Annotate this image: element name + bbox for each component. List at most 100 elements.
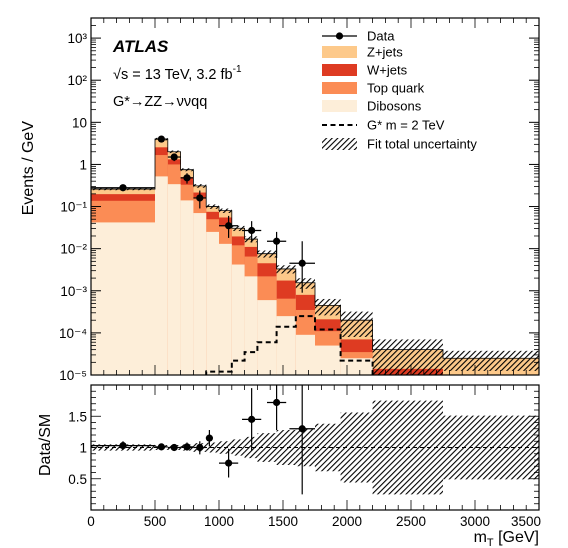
ratio-points xyxy=(91,385,315,495)
uncertainty-bin-11 xyxy=(295,278,315,289)
ratio-y-tick-label: 1 xyxy=(79,441,87,456)
legend-top: Top quark xyxy=(322,81,425,96)
ratio-point-4 xyxy=(196,443,204,452)
bar-dibosons-10 xyxy=(276,316,296,375)
data-point-6 xyxy=(248,226,256,235)
main-y-axis-title: Events / GeV xyxy=(20,121,37,216)
bar-dibosons-2 xyxy=(167,184,181,375)
ratio-x-ticks: 0 500 1000 1500 2000 2500 3000 3500 xyxy=(87,385,541,529)
x-tick-label: 3500 xyxy=(511,514,541,529)
legend-signal: G* m = 2 TeV xyxy=(322,118,445,133)
ratio-unc-bin-8 xyxy=(244,436,258,459)
data-point-2 xyxy=(170,153,178,161)
uncertainty-bin-7 xyxy=(231,225,245,232)
atlas-label: ATLAS xyxy=(112,37,169,56)
legend-signal-label: G* m = 2 TeV xyxy=(367,118,445,133)
x-axis-subscript: T xyxy=(487,537,494,548)
bar-dibosons-9 xyxy=(257,300,277,375)
ratio-point-3 xyxy=(183,443,191,451)
legend-wjets-label: W+jets xyxy=(367,63,408,78)
ratio-y-ticks: 0.5 1 1.5 xyxy=(68,384,539,511)
bar-dibosons-6 xyxy=(219,243,232,375)
data-point-8 xyxy=(298,259,306,267)
ratio-point-9 xyxy=(298,425,306,433)
main-y-ticks: 10⁻⁵ 10⁻⁴ 10⁻³ 10⁻² 10⁻¹ 1 10 10² 10³ xyxy=(59,17,539,383)
x-tick-label: 2500 xyxy=(396,514,426,529)
uncertainty-bin-5 xyxy=(206,204,219,209)
y-tick-label: 10³ xyxy=(67,31,87,46)
uncertainty-bin-15 xyxy=(443,350,539,371)
legend-data-label: Data xyxy=(367,29,395,44)
ratio-point-0 xyxy=(119,442,127,450)
y-tick-label: 10⁻¹ xyxy=(60,200,87,215)
main-panel: 10⁻⁵ 10⁻⁴ 10⁻³ 10⁻² 10⁻¹ 1 10 10² 10³ Events / G… xyxy=(20,17,540,383)
legend-wjets: W+jets xyxy=(322,63,408,78)
legend-data: Data xyxy=(322,29,395,44)
lumi-exponent: -1 xyxy=(233,64,242,75)
data-point-1 xyxy=(157,135,165,143)
ratio-unc-bin-10 xyxy=(276,430,296,465)
x-tick-label: 1500 xyxy=(268,514,298,529)
y-tick-label: 10⁻² xyxy=(60,242,87,257)
main-x-ticks xyxy=(90,18,540,375)
x-axis-title: mT [GeV] xyxy=(474,529,539,548)
y-tick-label: 1 xyxy=(79,157,87,172)
energy-text: √s = 13 TeV, 3.2 fb xyxy=(113,67,233,83)
data-points xyxy=(91,135,315,293)
bar-dibosons-3 xyxy=(180,200,194,375)
ratio-point-1 xyxy=(157,443,165,451)
signal-curve xyxy=(205,315,374,375)
legend-uncertainty: Fit total uncertainty xyxy=(322,137,477,152)
bar-dibosons-13 xyxy=(340,358,373,375)
legend-uncertainty-label: Fit total uncertainty xyxy=(367,137,477,152)
uncertainty-bin-14 xyxy=(372,339,443,375)
x-axis-symbol: m xyxy=(474,529,487,546)
signal-step-line xyxy=(205,315,374,375)
ratio-point-6 xyxy=(225,459,233,467)
x-tick-label: 2000 xyxy=(332,514,362,529)
bar-dibosons-8 xyxy=(244,276,258,375)
uncertainty-bin-12 xyxy=(315,298,341,316)
x-tick-label: 500 xyxy=(144,514,167,529)
bar-dibosons-4 xyxy=(193,213,207,375)
bar-dibosons-12 xyxy=(315,345,341,375)
legend-zjets-label: Z+jets xyxy=(367,45,403,60)
uncertainty-bin-2 xyxy=(167,150,181,154)
ratio-point-7 xyxy=(248,415,256,423)
legend-top-label: Top quark xyxy=(367,81,425,96)
main-frame xyxy=(90,17,540,376)
ratio-y-axis-title: Data/SM xyxy=(37,414,54,476)
process-label: G*→ZZ→ννqq xyxy=(113,94,207,110)
uncertainty-bin-9 xyxy=(257,250,277,258)
y-tick-label: 10 xyxy=(72,115,87,130)
data-point-7 xyxy=(273,237,281,245)
y-tick-label: 10² xyxy=(67,73,87,88)
uncertainty-bin-3 xyxy=(180,168,194,172)
legend: Data Z+jets W+jets Top quark Dibosons G*… xyxy=(322,29,477,152)
x-axis-unit: [GeV] xyxy=(494,529,539,546)
bar-dibosons-11 xyxy=(295,334,315,375)
ratio-point-2 xyxy=(170,443,178,452)
bar-dibosons-1 xyxy=(155,176,168,375)
data-point-0 xyxy=(119,184,127,192)
uncertainty-bin-6 xyxy=(219,208,232,213)
ratio-panel: 0.5 1 1.5 0 500 1000 1500 2000 2500 3000 3500 Dat… xyxy=(37,384,541,548)
x-tick-label: 0 xyxy=(87,514,95,529)
data-point-4 xyxy=(196,194,204,202)
legend-dibosons-label: Dibosons xyxy=(367,99,422,114)
bar-dibosons-7 xyxy=(231,264,245,375)
bar-dibosons-5 xyxy=(206,231,219,375)
ratio-y-tick-label: 1.5 xyxy=(68,409,87,424)
bar-dibosons-0 xyxy=(91,222,155,375)
y-tick-label: 10⁻³ xyxy=(60,284,87,299)
uncertainty-bin-10 xyxy=(276,265,296,274)
y-tick-label: 10⁻⁵ xyxy=(59,368,87,383)
background-stack xyxy=(91,138,539,375)
y-tick-label: 10⁻⁴ xyxy=(59,326,87,341)
fit-uncertainty-band xyxy=(91,137,539,375)
data-point-3 xyxy=(183,174,191,182)
uncertainty-bin-13 xyxy=(340,311,373,337)
uncertainty-bin-4 xyxy=(193,184,207,188)
uncertainty-bin-8 xyxy=(244,236,258,243)
